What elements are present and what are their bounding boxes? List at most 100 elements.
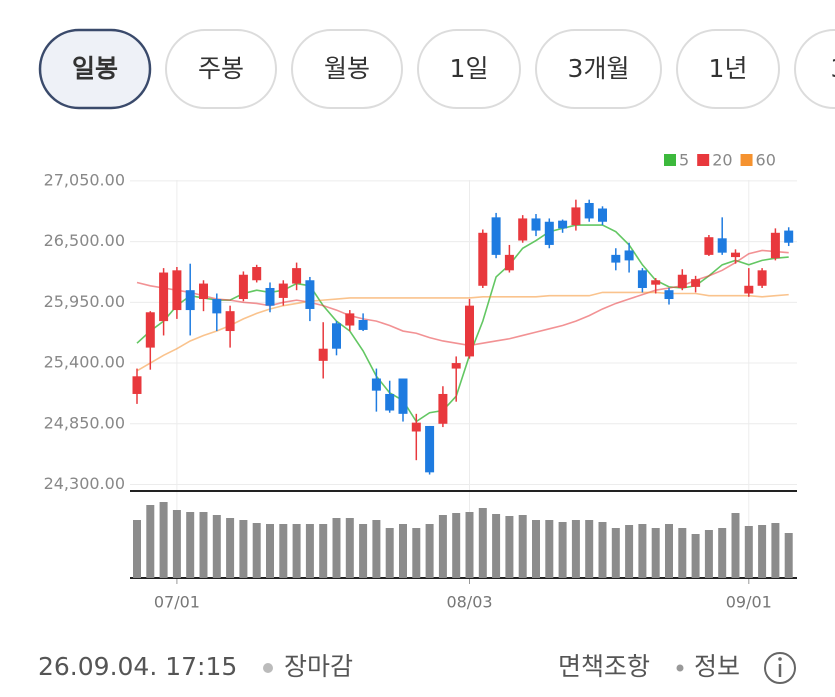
tab-pill[interactable] [417,29,521,109]
volume-bar [239,520,248,578]
tab-pill[interactable] [291,29,403,109]
legend-label: 5 [679,151,689,170]
volume-bar [226,518,235,578]
candle-body [278,283,288,298]
volume-bar [545,520,554,578]
candle-body [238,274,248,300]
y-tick-label: 24,850.00 [44,413,125,432]
candle-body [199,283,208,300]
candle-body [371,378,381,391]
volume-bar [518,515,527,578]
volume-bar [279,524,288,578]
volume-bar [598,522,607,578]
volume-bar [758,525,767,578]
candle-body [358,320,368,330]
separator-dot [263,663,273,673]
candle-body [704,237,714,255]
info-icon[interactable] [764,652,796,684]
chart: 24,300.00 24,850.00 25,400.00 25,950.00 26,5… [44,151,797,612]
candle-body [451,363,461,369]
tab-label[interactable]: 월봉 [324,54,370,83]
candle-body [252,267,262,281]
volume-bar [399,524,407,578]
volume-bar [385,528,394,578]
candle-body [784,230,794,243]
candle-body [292,268,302,284]
volume-bar [585,520,594,578]
volume-bar [438,515,447,578]
volume-bar [651,528,660,578]
candle-body [611,254,621,263]
period-tabs: 일봉 주봉 월봉 1일 3개월 1년 3년 [38,28,835,110]
candle-body [159,272,169,322]
volume-bar [771,523,780,578]
candle-body [145,312,155,348]
volume-bar [345,518,354,578]
tab[interactable]: 3년 [794,29,835,109]
volume-bar [305,524,314,578]
volume-bar [212,515,221,578]
candle-body [305,280,315,309]
candle-body [411,422,421,432]
volume-bar [425,524,434,578]
candle-body [332,323,341,349]
volume-bar [199,512,208,578]
tab-pill[interactable] [38,28,152,110]
tab[interactable]: 주봉 [165,29,277,109]
tab-label[interactable]: 1일 [450,54,489,83]
volume-bar [665,524,673,578]
legend-label: 20 [712,151,732,170]
volume-bar [638,524,647,578]
tab-pill[interactable] [794,29,835,109]
volume-bar [704,530,713,578]
tab-label[interactable]: 3개월 [568,54,630,83]
candle-body [438,393,448,424]
y-tick-label: 25,950.00 [44,292,125,311]
volume-bar [186,512,195,578]
candle-body [717,238,727,253]
candle-body [132,376,142,394]
candle-body [598,208,607,222]
tab-label[interactable]: 1년 [709,54,748,83]
legend-swatch [664,154,676,166]
volume-bar [744,526,753,578]
tab-label[interactable]: 일봉 [72,54,118,83]
volume-bar [319,524,328,578]
tab[interactable]: 1일 [417,29,521,109]
disclaimer-link[interactable]: 면책조항 [558,652,650,681]
tab-label[interactable]: 주봉 [198,54,244,83]
volume-bar [133,520,141,578]
candle-body [571,207,581,226]
candle-body [637,270,647,288]
info-icon-dot [778,657,782,661]
x-tick-label: 07/01 [154,593,200,612]
tab[interactable]: 월봉 [291,29,403,109]
candle-body [584,202,594,219]
info-link[interactable]: 정보 [694,652,740,681]
volume-bar [611,528,620,578]
volume-bar [731,513,740,578]
legend-swatch [740,154,753,166]
footer: 26.09.04. 17:15 장마감 면책조항 정보 [38,652,796,684]
candle-body [212,299,222,314]
volume-bar [532,520,540,578]
candle-body [518,218,528,241]
tab[interactable]: 3개월 [535,29,662,109]
candle-body [185,290,195,311]
candle-body [691,279,701,287]
candle-body [345,313,355,326]
tab[interactable]: 1년 [676,29,780,109]
candle-body [731,252,740,258]
y-tick-label: 27,050.00 [44,170,125,189]
x-tick-label: 08/03 [446,593,492,612]
tab-pill[interactable] [165,29,277,109]
volume-bar [492,514,501,578]
tab-pill[interactable] [535,29,662,109]
tab[interactable]: 일봉 [38,28,152,110]
candle-body [544,221,554,245]
candle-body [770,232,780,259]
candle-body [318,348,328,361]
tab-label[interactable]: 3년 [831,54,835,83]
tab-pill[interactable] [676,29,780,109]
